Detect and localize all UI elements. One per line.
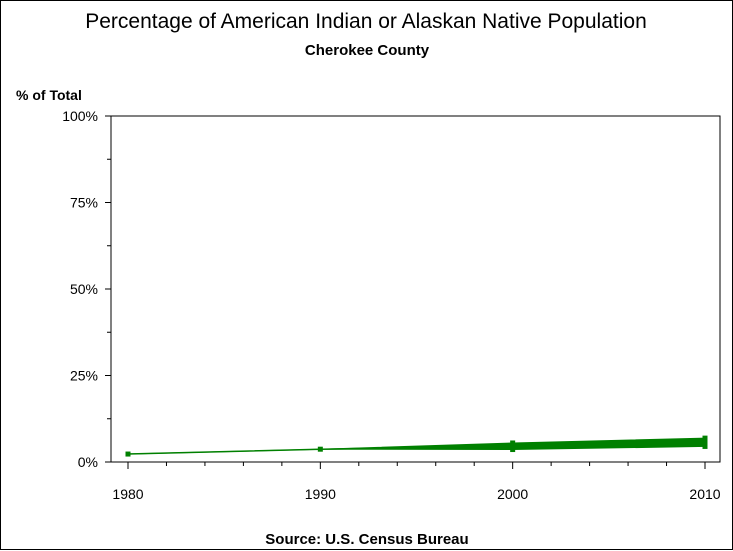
data-point bbox=[317, 446, 323, 452]
x-axis: 1980 1990 2000 2010 bbox=[112, 462, 721, 502]
y-axis: 0% 25% 50% 75% 100% bbox=[62, 108, 111, 470]
y-tick-label: 25% bbox=[70, 368, 98, 384]
y-tick-label: 100% bbox=[62, 108, 98, 124]
plot-area bbox=[110, 115, 721, 463]
chart-title: Percentage of American Indian or Alaskan… bbox=[85, 10, 647, 33]
data-point-low bbox=[702, 443, 708, 449]
source-note: Source: U.S. Census Bureau bbox=[265, 531, 468, 548]
data-point-high bbox=[510, 440, 516, 446]
series-layer bbox=[125, 435, 708, 457]
data-point bbox=[125, 451, 131, 457]
y-tick-label: 50% bbox=[70, 281, 98, 297]
y-axis-label: % of Total bbox=[16, 87, 82, 103]
y-tick-label: 75% bbox=[70, 195, 98, 211]
x-tick-label: 1980 bbox=[112, 486, 143, 502]
series-line bbox=[127, 441, 706, 455]
data-point bbox=[510, 443, 516, 449]
y-tick-label: 0% bbox=[78, 454, 98, 470]
x-tick-label: 2010 bbox=[689, 486, 720, 502]
x-tick-label: 1990 bbox=[305, 486, 336, 502]
data-point-low bbox=[510, 447, 516, 453]
data-point-high bbox=[702, 435, 708, 441]
x-tick-label: 2000 bbox=[497, 486, 528, 502]
data-point bbox=[702, 439, 708, 445]
chart-subtitle: Cherokee County bbox=[305, 42, 430, 59]
